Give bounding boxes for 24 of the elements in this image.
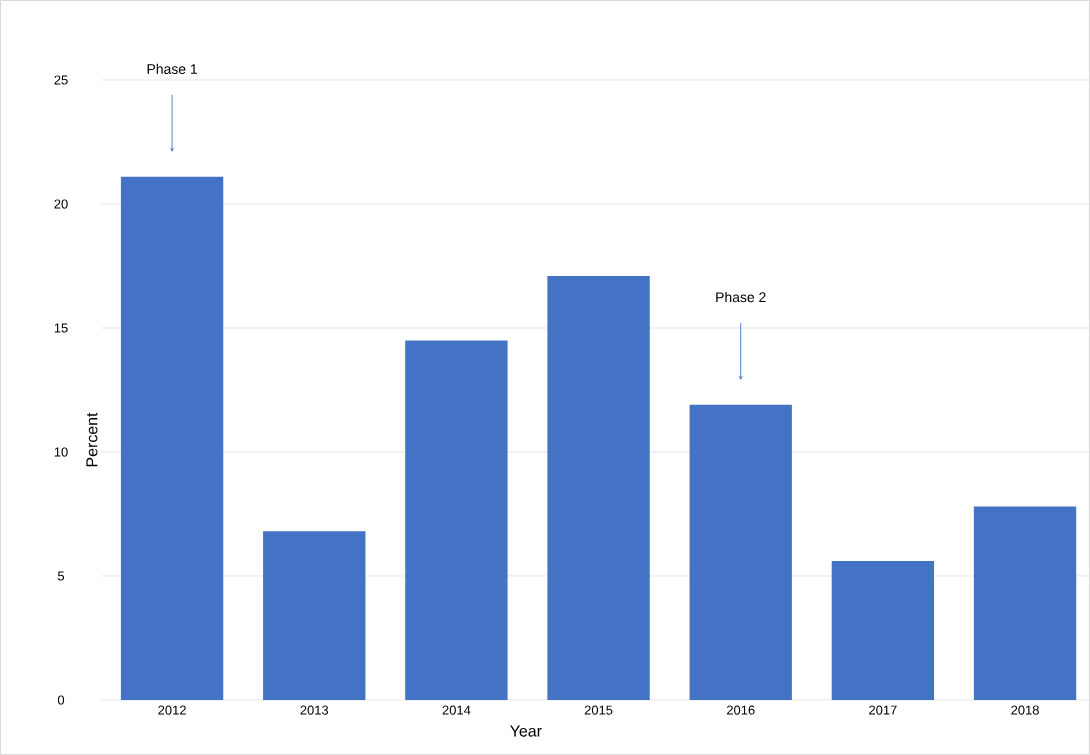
y-tick-label: 20 — [54, 199, 68, 209]
y-tick-label: 15 — [54, 323, 68, 333]
bar — [120, 176, 224, 700]
bar — [689, 404, 792, 700]
x-tick-label: 2012 — [158, 705, 186, 715]
bar — [831, 561, 935, 700]
y-tick-label: 25 — [54, 75, 68, 85]
y-axis-title: Percent — [86, 412, 98, 467]
bar — [547, 275, 650, 700]
bar — [973, 506, 1077, 700]
bar — [405, 340, 508, 700]
text: Phase 1 — [147, 63, 197, 74]
x-tick-label: 2014 — [442, 705, 471, 715]
bar — [263, 531, 366, 700]
x-tick-label: 2013 — [300, 705, 329, 715]
x-tick-label: 2017 — [869, 705, 897, 715]
x-axis-title: Year — [510, 725, 542, 737]
x-tick-label: 2015 — [584, 705, 613, 715]
x-tick-label: 2016 — [726, 705, 755, 715]
y-tick-label: 10 — [54, 447, 68, 457]
annotation: Phase 2 — [716, 291, 766, 303]
y-tick-label: 5 — [57, 571, 65, 581]
x-tick-label: 2018 — [1011, 705, 1039, 715]
y-tick-label: 0 — [57, 695, 65, 705]
